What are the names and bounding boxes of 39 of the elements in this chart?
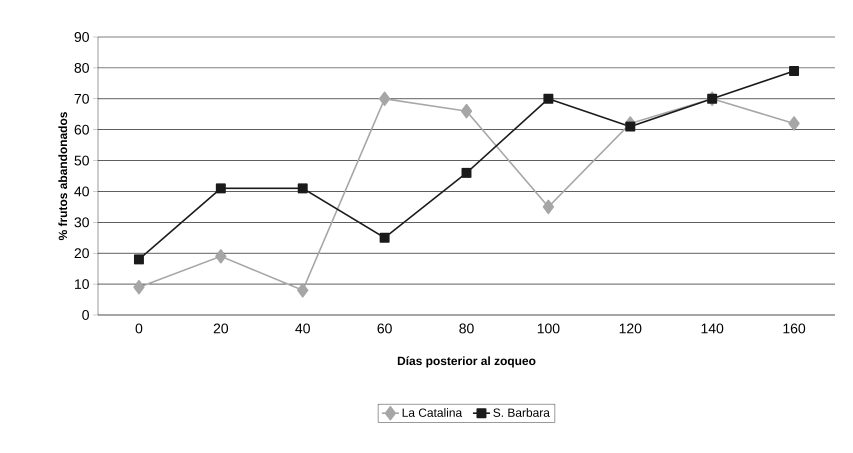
x-tick-label: 100 <box>538 324 560 334</box>
x-tick-label: 40 <box>295 324 310 334</box>
legend-label: S. Barbara <box>493 408 550 417</box>
point <box>707 94 718 104</box>
y-tick-label: 80 <box>74 62 89 73</box>
point <box>542 200 554 214</box>
y-tick-label: 90 <box>74 32 89 42</box>
y-tick-label: 20 <box>74 248 89 258</box>
point <box>625 122 636 132</box>
point <box>134 254 144 264</box>
point <box>133 280 145 294</box>
y-tick-label: 50 <box>74 156 89 166</box>
point <box>216 183 226 194</box>
point <box>543 94 554 104</box>
point <box>297 283 308 298</box>
y-tick-label: 70 <box>74 94 89 104</box>
x-tick-label: 60 <box>378 324 392 334</box>
point <box>298 183 308 194</box>
y-tick-label: 40 <box>74 186 89 196</box>
point <box>462 168 472 178</box>
point <box>460 104 472 118</box>
y-axis-title: % frutos abandonados <box>58 112 68 240</box>
point <box>215 249 226 264</box>
point <box>788 116 800 131</box>
point <box>380 232 390 243</box>
x-axis-title: Días posterior al zoqueo <box>398 356 536 368</box>
y-tick-label: 10 <box>75 279 89 290</box>
x-tick-label: 120 <box>620 324 642 334</box>
x-tick-label: 140 <box>702 324 724 334</box>
x-tick-label: 160 <box>783 324 806 334</box>
legend-label: La Catalina <box>402 408 462 417</box>
point <box>789 66 800 76</box>
x-tick-label: 0 <box>136 324 142 334</box>
y-tick-label: 0 <box>82 310 89 320</box>
x-tick-label: 20 <box>214 324 228 334</box>
x-tick-label: 80 <box>459 324 474 334</box>
y-tick-label: 60 <box>74 124 89 135</box>
y-tick-label: 30 <box>74 217 89 228</box>
point <box>378 92 390 106</box>
